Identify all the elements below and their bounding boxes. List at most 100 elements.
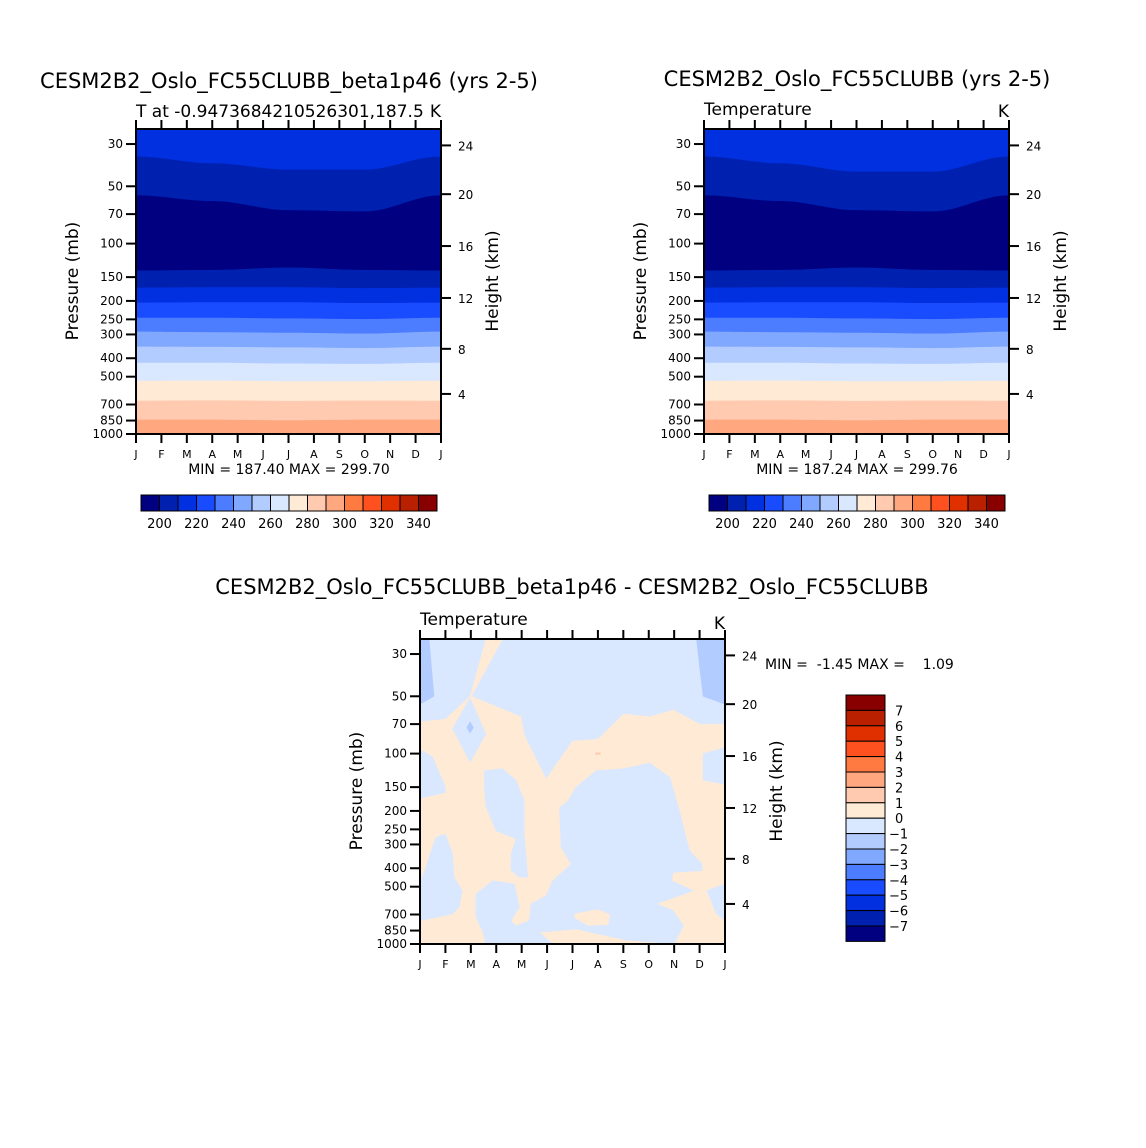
- y-tick-label: 400: [100, 351, 123, 365]
- y-tick-label: 300: [668, 327, 691, 341]
- colorbar-swatch: [782, 494, 802, 512]
- x-tick-label: N: [670, 958, 678, 971]
- x-tick-label: N: [386, 448, 394, 461]
- x-tick-label: M: [517, 958, 527, 971]
- colorbar-label: 240: [789, 517, 814, 532]
- contour-band: [704, 287, 1009, 304]
- colorbar-swatch: [727, 494, 747, 512]
- colorbar-label: 260: [258, 517, 283, 532]
- colorbar-swatch: [845, 910, 886, 927]
- contour-band: [136, 317, 441, 335]
- y2-tick-label: 12: [458, 292, 473, 306]
- colorbar-swatch: [801, 494, 821, 512]
- colorbar-label: 0: [895, 812, 903, 827]
- y-tick-label: 700: [384, 908, 407, 922]
- colorbar-label: 4: [895, 751, 903, 766]
- y2-tick-label: 24: [458, 139, 473, 153]
- y-axis-label: Pressure (mb): [631, 222, 651, 341]
- colorbar: 200 220 240 260 280 300 320 340: [140, 494, 438, 532]
- colorbar-label: 220: [752, 517, 777, 532]
- y-tick-label: 100: [384, 747, 407, 761]
- x-tick-label: J: [260, 448, 264, 461]
- contour-band: [704, 362, 1009, 382]
- x-tick-label: J: [133, 448, 137, 461]
- x-tick-label: S: [904, 448, 911, 461]
- colorbar-label: −6: [889, 905, 908, 920]
- x-tick-label: M: [750, 448, 760, 461]
- colorbar-label: 280: [863, 517, 888, 532]
- y-tick-label: 200: [668, 294, 691, 308]
- colorbar-swatch: [708, 494, 728, 512]
- y-tick-label: 250: [384, 822, 407, 836]
- min-max-stats: MIN = 187.24 MAX = 299.76: [756, 462, 958, 478]
- y-tick-label: 700: [100, 398, 123, 412]
- contour-region: [420, 639, 435, 705]
- colorbar-swatch: [845, 925, 886, 942]
- y-axis-label: Pressure (mb): [347, 732, 367, 851]
- y-tick-label: 50: [108, 179, 123, 193]
- x-tick-label: A: [594, 958, 602, 971]
- min-max-stats: MIN = 187.40 MAX = 299.70: [188, 462, 390, 478]
- y2-axis-label: Height (km): [1051, 230, 1071, 331]
- y-tick-label: 70: [676, 207, 691, 221]
- x-tick-label: J: [544, 958, 548, 971]
- colorbar-label: −5: [889, 889, 908, 904]
- colorbar-swatch: [159, 494, 179, 512]
- colorbar-label: −2: [889, 843, 908, 858]
- y2-tick-label: 4: [1026, 388, 1034, 402]
- colorbar-label: −7: [889, 920, 908, 935]
- contour-band: [136, 267, 441, 289]
- x-tick-label: J: [417, 958, 421, 971]
- colorbar-label: 200: [715, 517, 740, 532]
- left-subtitle: Temperature: [419, 610, 528, 630]
- colorbar-label: −3: [889, 858, 908, 873]
- left-subtitle: Temperature: [703, 100, 812, 120]
- colorbar-swatch: [196, 494, 216, 512]
- x-tick-label: O: [360, 448, 369, 461]
- colorbar-label: 260: [826, 517, 851, 532]
- colorbar-swatch: [140, 494, 160, 512]
- y-tick-label: 300: [384, 837, 407, 851]
- contour-region: [595, 752, 601, 755]
- y2-tick-label: 16: [742, 750, 757, 764]
- y2-tick-label: 20: [1026, 188, 1041, 202]
- panel-control-temperature: CESM2B2_Oslo_FC55CLUBB (yrs 2-5) Tempera…: [631, 67, 1071, 532]
- plot-area: [136, 129, 441, 434]
- x-tick-label: A: [492, 958, 500, 971]
- y-tick-label: 1000: [376, 937, 407, 951]
- y-tick-label: 300: [100, 327, 123, 341]
- panel-title: CESM2B2_Oslo_FC55CLUBB_beta1p46 (yrs 2-5…: [40, 69, 538, 94]
- left-subtitle: T at -0.9473684210526301,187.5: [135, 102, 424, 122]
- y-tick-label: 150: [668, 270, 691, 284]
- colorbar-swatch: [251, 494, 271, 512]
- colorbar-swatch: [838, 494, 858, 512]
- panel-beta1p46-temperature: CESM2B2_Oslo_FC55CLUBB_beta1p46 (yrs 2-5…: [40, 69, 538, 532]
- x-tick-label: J: [1006, 448, 1010, 461]
- contour-band: [136, 346, 441, 365]
- x-tick-label: J: [570, 958, 574, 971]
- colorbar-label: 5: [895, 735, 903, 750]
- colorbar-label: −1: [889, 828, 908, 843]
- y-tick-label: 850: [668, 414, 691, 428]
- x-tick-label: A: [878, 448, 886, 461]
- y-tick-label: 250: [100, 312, 123, 326]
- min-max-stats: MIN = -1.45 MAX = 1.09: [765, 657, 954, 673]
- y2-tick-label: 8: [1026, 343, 1034, 357]
- y2-tick-label: 24: [742, 649, 757, 663]
- y-tick-label: 1000: [92, 427, 123, 441]
- colorbar-swatch: [845, 694, 886, 711]
- y-tick-label: 400: [668, 351, 691, 365]
- contour-region: [475, 762, 703, 944]
- contour-band: [136, 419, 441, 434]
- contour-region: [420, 833, 463, 921]
- colorbar-swatch: [845, 863, 886, 881]
- contour-band: [136, 400, 441, 421]
- colorbar-label: 240: [221, 517, 246, 532]
- contour-region: [574, 909, 610, 926]
- x-tick-label: A: [310, 448, 318, 461]
- colorbar-label: 3: [895, 766, 903, 781]
- colorbar-swatch: [362, 494, 382, 512]
- y-tick-label: 500: [100, 370, 123, 384]
